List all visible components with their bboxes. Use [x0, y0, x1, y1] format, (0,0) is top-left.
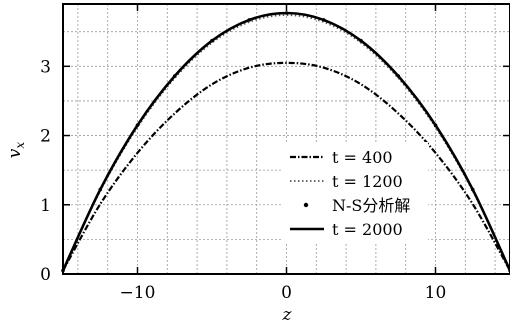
y-tick-label: 0	[40, 265, 51, 285]
y-axis-label-main: v	[5, 148, 25, 158]
y-tick-label: 3	[40, 57, 51, 77]
x-tick-label: 10	[425, 283, 447, 303]
tick-marks	[63, 4, 510, 275]
y-axis-label-sub: x	[13, 142, 27, 149]
series-line	[61, 11, 510, 272]
legend-label: t = 1200	[332, 172, 403, 191]
legend-label: t = 2000	[332, 220, 403, 239]
x-axis-label: z	[282, 305, 293, 324]
legend-label: t = 400	[332, 148, 393, 167]
legend-label: N-S分析解	[332, 196, 410, 215]
series-0	[62, 61, 510, 272]
legend-item-0: t = 400	[290, 148, 393, 167]
legend-item-3: t = 2000	[290, 220, 403, 239]
legend: t = 400 t = 1200 N-S分析解 t = 2000	[282, 142, 428, 242]
legend-background	[282, 142, 428, 242]
x-tick-label: 0	[281, 283, 292, 303]
series-3	[61, 11, 510, 272]
series-line	[62, 61, 510, 272]
legend-marker	[303, 202, 309, 208]
tick-labels: −10 0 10 0 1 2 3	[40, 57, 446, 303]
x-tick-label: −10	[120, 283, 156, 303]
y-tick-label: 2	[40, 127, 51, 147]
legend-item-2: N-S分析解	[303, 196, 410, 215]
legend-item-1: t = 1200	[290, 172, 403, 191]
y-axis-label: vx	[5, 142, 27, 159]
y-tick-label: 1	[40, 196, 51, 216]
